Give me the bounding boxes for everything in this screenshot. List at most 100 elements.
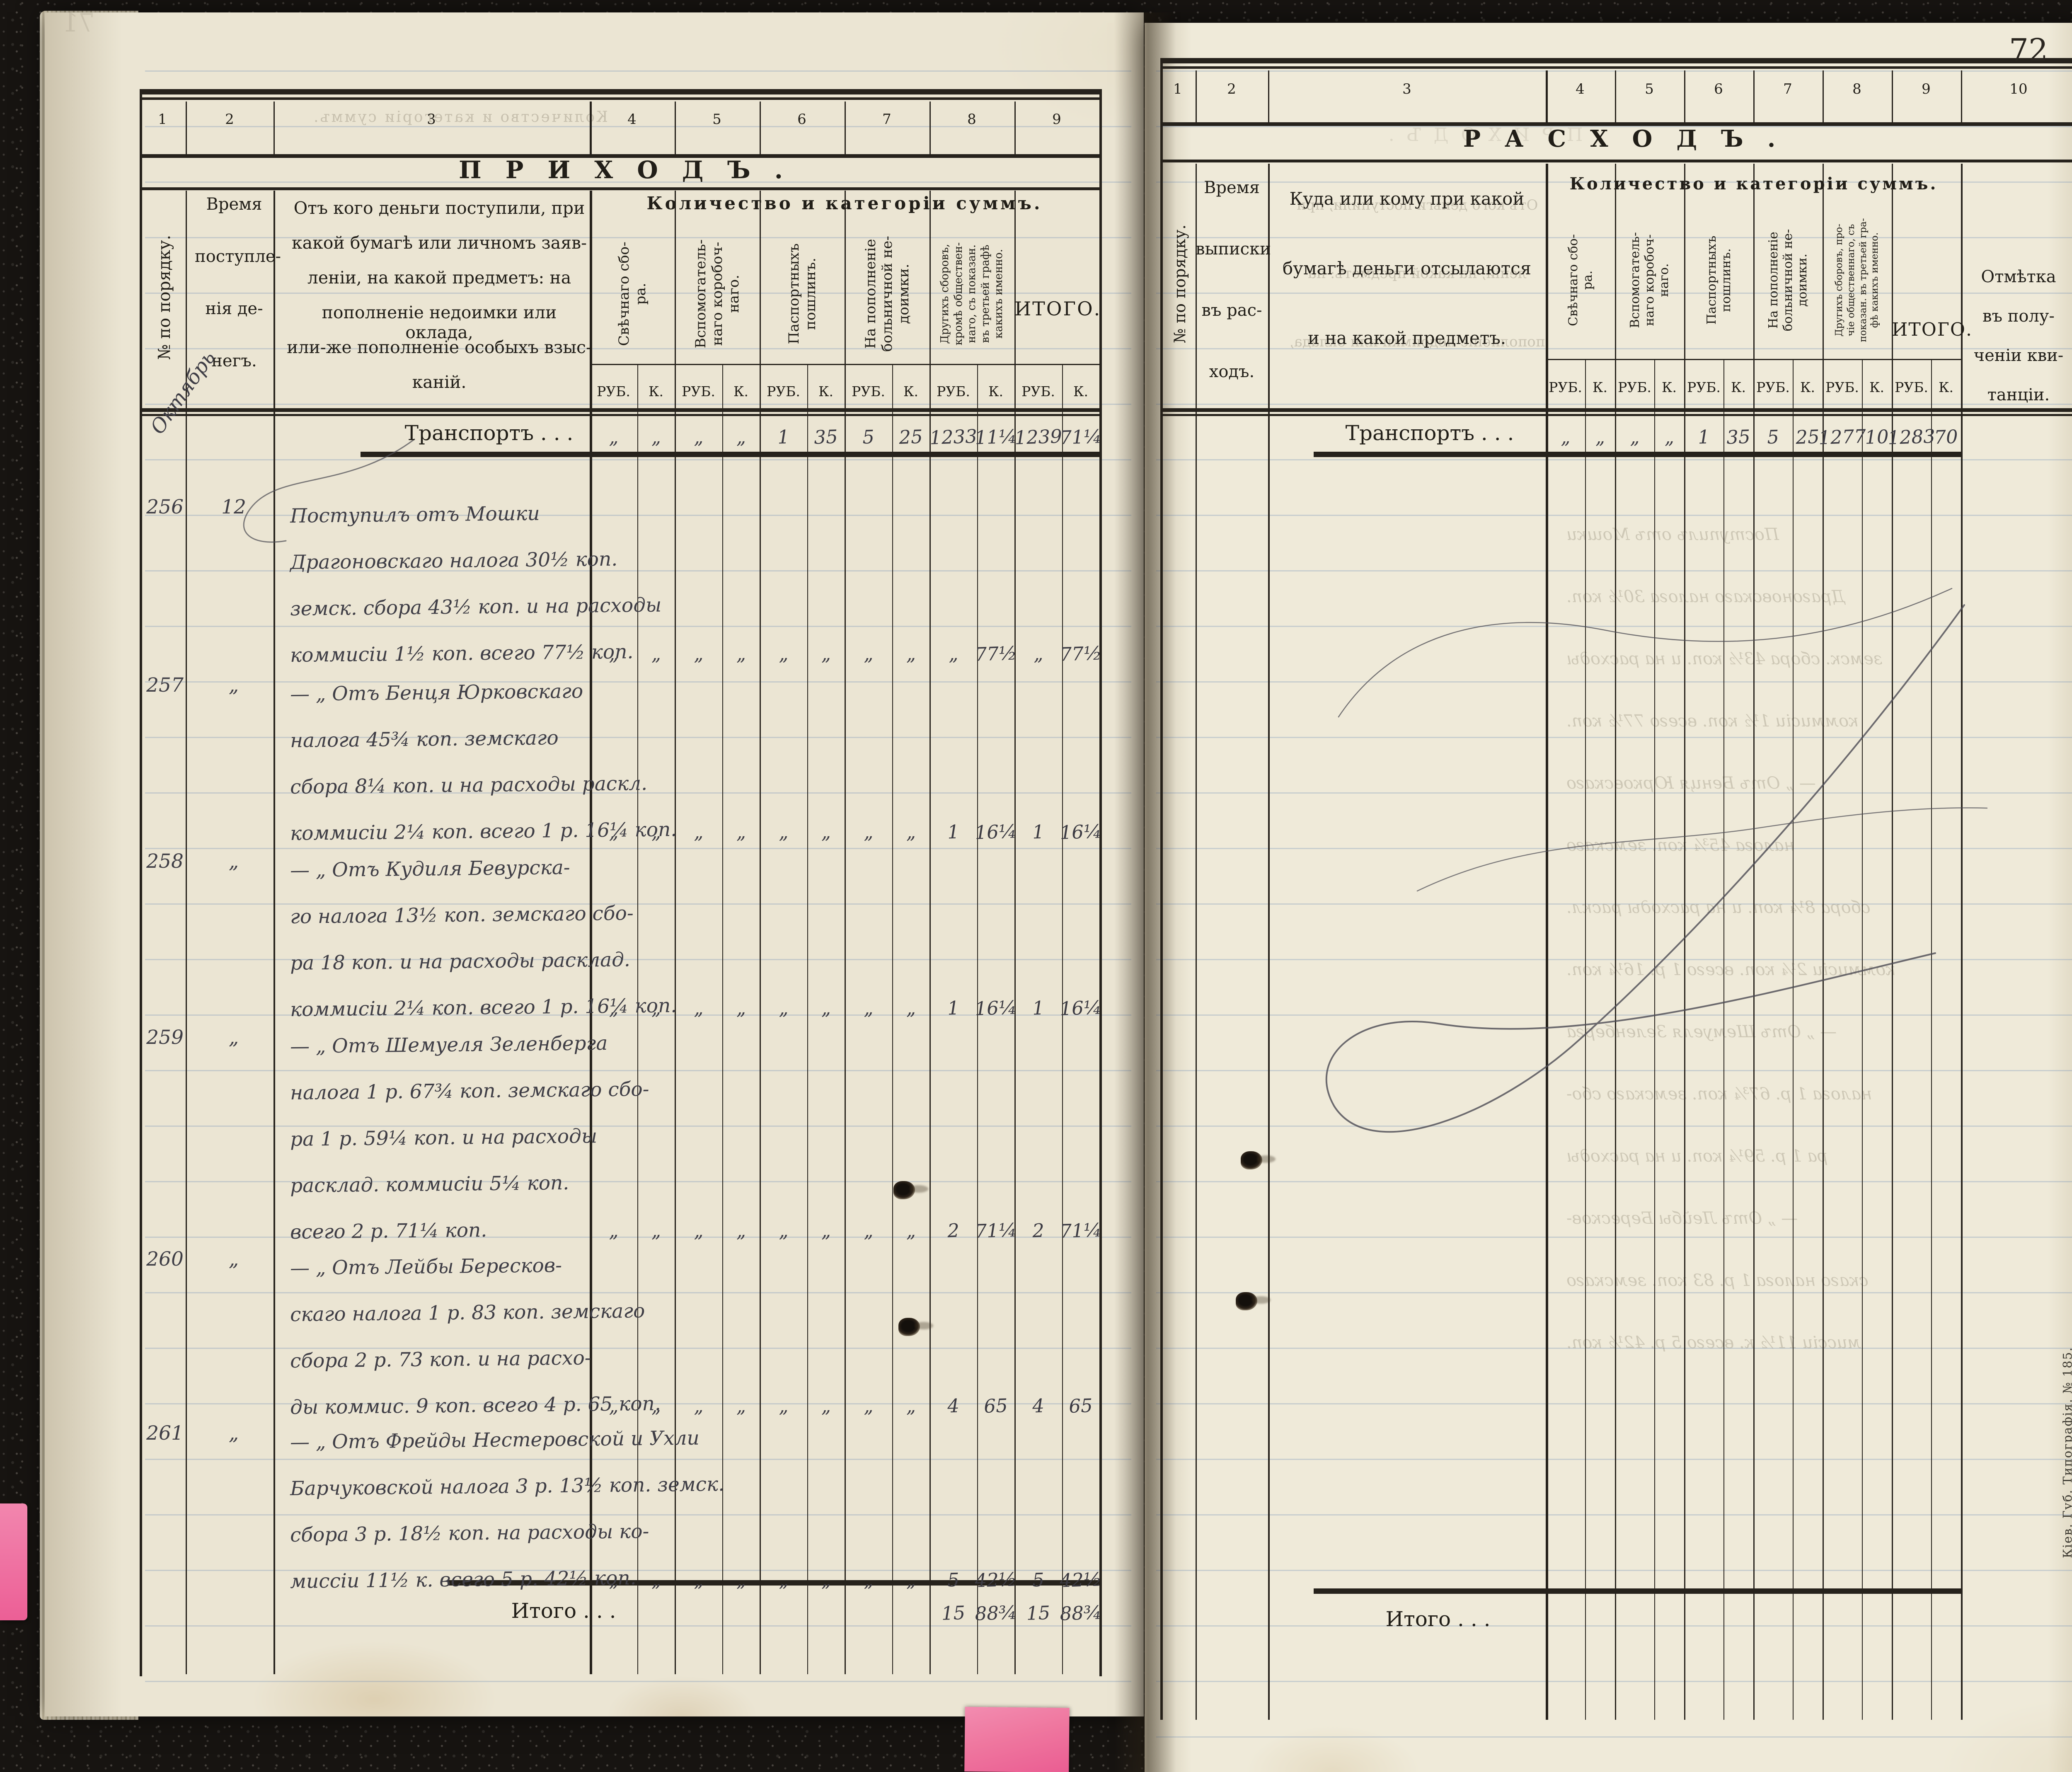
- header-line: показан. въ третьей гра-: [1857, 218, 1869, 342]
- cell-value: [721, 1591, 760, 1634]
- column-header-time: Время поступле- нія де- негъ.: [195, 195, 281, 404]
- entry-amounts-row: „ „ „ „ „ „ „ „ 1 16¼ 1 16¼: [590, 987, 1102, 1029]
- punch-hole: [898, 1318, 920, 1336]
- section-header-sums: Количество и категоріи суммъ.: [646, 193, 1043, 213]
- column-number: 7: [1783, 81, 1792, 97]
- header-line: Время: [206, 195, 262, 214]
- header-line: негъ.: [211, 351, 257, 370]
- cell-value: [1653, 1600, 1685, 1642]
- page-number: 72: [2009, 32, 2048, 68]
- column-number: 8: [967, 111, 976, 128]
- grid-line: [1062, 364, 1063, 1674]
- category-header-total: ИТОГО.: [1014, 298, 1101, 320]
- grid-line: [845, 191, 846, 1674]
- column-number: 4: [1576, 81, 1585, 97]
- category-header-passport: Паспортныхъ пошлинъ.: [764, 224, 840, 364]
- column-number: 6: [1714, 81, 1723, 97]
- cell-value: [1861, 1600, 1892, 1642]
- cell-value: „: [905, 1394, 916, 1417]
- category-header-korobka: Вспомогатель- наго коробоч- наго.: [1619, 201, 1680, 359]
- header-line: Свѣчнаго сбо-: [615, 242, 632, 346]
- cell-value: 25: [898, 425, 923, 448]
- punch-hole: [1236, 1292, 1257, 1310]
- crossout-flourish: [1325, 588, 1988, 1133]
- header-line: наго.: [725, 274, 742, 313]
- cell-value: „: [863, 1219, 874, 1242]
- cell-value: „: [651, 642, 661, 665]
- cell-value: „: [693, 642, 704, 665]
- grid-line: [1615, 164, 1616, 1720]
- header-line: наго коробоч-: [709, 242, 726, 346]
- header-line: Отмѣтка: [1981, 267, 2056, 286]
- cell-value: „: [778, 997, 789, 1019]
- cell-value: „: [736, 426, 746, 448]
- header-line: наго, съ показан.: [966, 244, 978, 344]
- grid-line: [1099, 89, 1102, 1676]
- header-line: Другихъ сборовъ,: [939, 244, 951, 344]
- grid-line: [590, 102, 592, 154]
- category-header-total: ИТОГО.: [1892, 319, 1973, 340]
- entry-line: Драгоновскаго налога 30½ коп.: [290, 547, 618, 574]
- cell-value: „: [736, 997, 746, 1019]
- header-line: или-же пополненіе особыхъ взыс-: [287, 337, 592, 357]
- header-line: фѣ какихъ именно.: [1869, 232, 1881, 328]
- grid-line: [1723, 359, 1724, 1720]
- table-rule: [140, 97, 1102, 100]
- entry-date: „: [228, 1422, 239, 1445]
- column-number: 8: [1852, 81, 1861, 97]
- cell-value: „: [651, 821, 661, 843]
- rub-label: РУБ.: [852, 383, 885, 399]
- grid-line: [186, 102, 187, 154]
- cell-value: 16¼: [1059, 996, 1102, 1020]
- entry-line: миссіи 11½ к. всего 5 р. 42½ коп.: [290, 1566, 637, 1593]
- cell-value: [1822, 1600, 1862, 1642]
- cell-value: „: [1595, 426, 1605, 448]
- grid-line: [1684, 70, 1685, 122]
- grid-line: [1546, 164, 1548, 1720]
- cell-value: 1: [777, 426, 790, 448]
- category-header-candle: Свѣчнаго сбо- ра.: [594, 224, 670, 364]
- entry-line: — „ Отъ Шемуеля Зеленберга: [290, 1031, 608, 1058]
- cell-value: [674, 1591, 723, 1634]
- cell-value: „: [736, 1394, 746, 1417]
- column-header-time: Время выписки въ рас- ходъ.: [1196, 178, 1271, 424]
- cell-value: 77½: [974, 642, 1017, 666]
- header-line: бумагѣ деньги отсылаются: [1282, 258, 1532, 278]
- cell-value: „: [1033, 642, 1044, 665]
- cell-value: [1584, 1600, 1615, 1642]
- cell-value: [1723, 1600, 1754, 1642]
- header-line: нія де-: [205, 299, 263, 318]
- cell-value: „: [1664, 426, 1675, 448]
- entry-date: „: [228, 1248, 239, 1271]
- kop-label: К.: [1938, 379, 1954, 395]
- cell-value: „: [608, 426, 619, 448]
- grid-line: [807, 364, 808, 1674]
- cell-value: 1: [947, 997, 960, 1019]
- transport-underline: [361, 452, 1100, 457]
- table-rule: [1160, 58, 2072, 63]
- grid-line: [1793, 359, 1794, 1720]
- pink-sticky-note-left: [0, 1503, 27, 1620]
- header-line: Свѣчнаго сбо-: [1566, 234, 1581, 327]
- cell-value: „: [821, 1219, 831, 1242]
- entry-number: 259: [146, 1026, 184, 1049]
- total-amounts-row: 15 88¾ 15 88¾: [590, 1591, 1102, 1634]
- rub-label: РУБ.: [1687, 379, 1721, 395]
- grid-line: [675, 102, 676, 154]
- ghost-line: миссіи 11½ к. всего 5 р. 42½ коп.: [1566, 1333, 1861, 1352]
- header-line: Время: [1203, 178, 1260, 197]
- header-line: Отъ кого деньги поступили, при: [293, 198, 585, 218]
- grid-line: [1268, 70, 1269, 122]
- cell-value: 70: [1934, 425, 1958, 448]
- entry-number: 258: [146, 850, 184, 873]
- ghost-line: Поступилъ отъ Мошки: [1566, 525, 1779, 544]
- header-line: чіе общественнаго, съ: [1845, 224, 1857, 336]
- ghost-page-number: 71: [62, 7, 95, 38]
- header-line: каній.: [412, 372, 467, 392]
- category-header-candle: Свѣчнаго сбо- ра.: [1550, 201, 1611, 359]
- header-line: танціи.: [1987, 385, 2050, 404]
- rub-label: РУБ.: [1895, 379, 1928, 395]
- category-header-korobka: Вспомогатель- наго коробоч- наго.: [679, 224, 755, 364]
- header-line: ра.: [632, 283, 649, 305]
